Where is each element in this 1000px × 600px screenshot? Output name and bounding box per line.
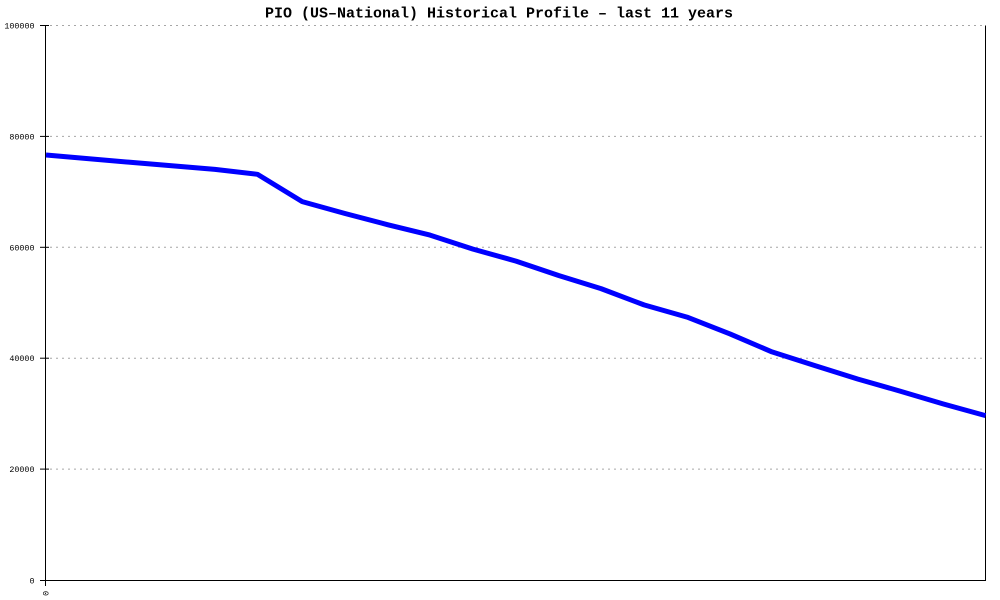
svg-text:100000: 100000 <box>4 22 34 32</box>
svg-text:0: 0 <box>42 591 52 596</box>
svg-text:40000: 40000 <box>9 354 34 364</box>
svg-text:PIO (US–National) Historical P: PIO (US–National) Historical Profile – l… <box>265 6 733 23</box>
svg-text:0: 0 <box>29 577 34 587</box>
svg-text:20000: 20000 <box>9 465 34 475</box>
svg-text:60000: 60000 <box>9 243 34 253</box>
svg-text:80000: 80000 <box>9 132 34 142</box>
